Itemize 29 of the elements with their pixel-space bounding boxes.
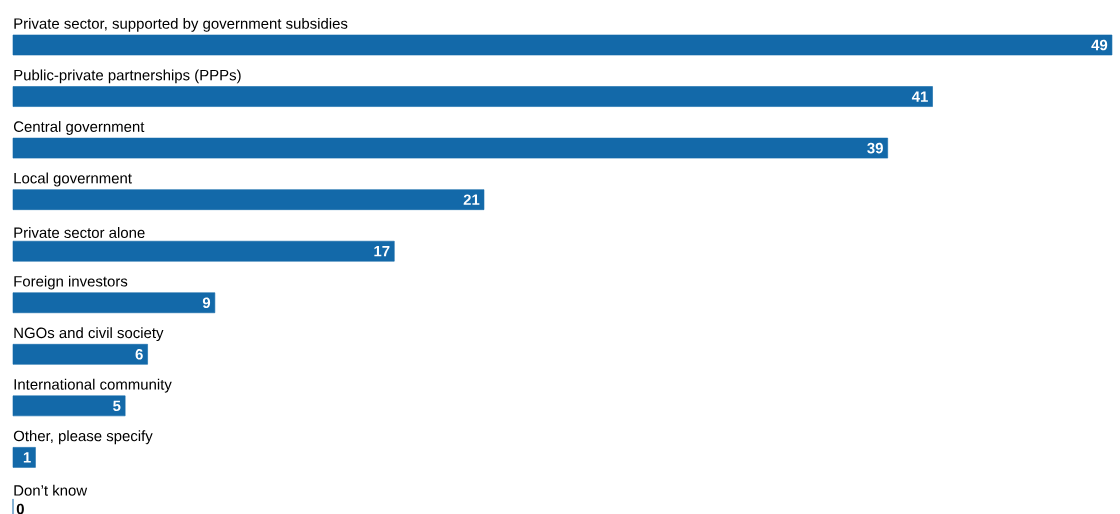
- data-label: 6: [135, 349, 143, 360]
- y-tick-label: Public-private partnerships (PPPs): [14, 69, 241, 84]
- bar: [12, 344, 148, 365]
- data-label: 9: [202, 297, 211, 309]
- y-tick-label: Private sector, supported by government subsidies: [14, 17, 348, 32]
- data-label: 5: [113, 400, 121, 412]
- y-tick-label: Local government: [14, 172, 132, 187]
- data-label: 39: [867, 142, 883, 154]
- bar: [12, 137, 888, 159]
- data-label: 41: [911, 91, 928, 102]
- data-label: 49: [1091, 39, 1108, 51]
- y-tick-label: Foreign investors: [14, 275, 128, 290]
- data-label: 1: [23, 452, 31, 463]
- data-label: 0: [16, 503, 24, 514]
- y-tick-label: Central government: [13, 120, 145, 135]
- bar: [12, 34, 1113, 56]
- y-tick-label: International community: [14, 378, 172, 393]
- bar: [12, 395, 126, 417]
- bar: [12, 189, 485, 210]
- data-label: 17: [374, 246, 390, 257]
- bar: [12, 86, 933, 107]
- bar: [12, 240, 395, 262]
- bar: [12, 447, 36, 468]
- y-tick-label: NGOs and civil society: [14, 327, 164, 342]
- bar: [12, 292, 216, 314]
- y-tick-label: Private sector alone: [14, 227, 145, 238]
- y-tick-label: Don’t know: [14, 484, 88, 496]
- data-label: 21: [463, 194, 480, 205]
- y-tick-label: Other, please specify: [13, 430, 153, 445]
